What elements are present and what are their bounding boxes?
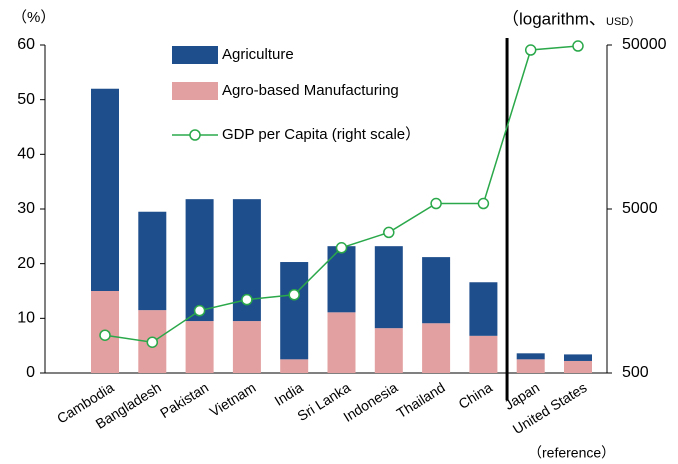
bar-segment bbox=[185, 199, 214, 322]
gdp-marker bbox=[383, 226, 395, 239]
x-tick-label: Pakistan bbox=[157, 379, 211, 421]
bar-segment bbox=[374, 246, 403, 329]
gdp-marker bbox=[524, 44, 537, 56]
y-axis-label: （%） bbox=[12, 9, 55, 26]
y-tick-label: 60 bbox=[17, 36, 35, 53]
legend-swatch bbox=[172, 82, 218, 100]
gdp-marker bbox=[241, 293, 253, 306]
legend-label: GDP per Capita (right scale） bbox=[222, 126, 420, 143]
bar-segment bbox=[516, 359, 545, 373]
y-tick-label: 50 bbox=[17, 91, 35, 108]
bar-segment bbox=[280, 262, 309, 360]
x-tick-label: Vietnam bbox=[207, 379, 259, 420]
bar-segment bbox=[91, 88, 119, 291]
bar-segment bbox=[185, 321, 214, 373]
y-tick-label: 40 bbox=[17, 146, 35, 163]
gdp-marker bbox=[477, 197, 490, 210]
gdp-marker bbox=[288, 289, 300, 301]
bar-segment bbox=[469, 335, 498, 373]
x-tick-label: Thailand bbox=[394, 379, 448, 421]
y-tick-label: 20 bbox=[17, 255, 35, 272]
bar-segment bbox=[232, 321, 261, 373]
bar-segment bbox=[327, 246, 356, 313]
bar-segment bbox=[422, 323, 451, 373]
legend-label: Agriculture bbox=[222, 46, 294, 63]
x-tick-label: India bbox=[272, 379, 306, 409]
gdp-marker bbox=[193, 304, 206, 317]
y-tick-label: 0 bbox=[26, 364, 35, 381]
gdp-marker bbox=[430, 197, 442, 210]
y2-tick-label: 500 bbox=[622, 364, 649, 381]
bar-segment bbox=[327, 312, 356, 373]
bar-segment bbox=[469, 282, 498, 336]
bar-segment bbox=[374, 328, 403, 373]
y-tick-label: 10 bbox=[17, 310, 35, 327]
gdp-marker bbox=[146, 336, 159, 348]
gdp-marker bbox=[335, 242, 348, 254]
y2-axis-unit: USD） bbox=[606, 15, 640, 28]
legend-swatch bbox=[172, 46, 218, 64]
x-tick-label: China bbox=[455, 379, 495, 412]
legend-label: Agro-based Manufacturing bbox=[222, 82, 399, 99]
legend-marker bbox=[189, 129, 201, 141]
annotation: （reference） bbox=[528, 445, 615, 461]
bar-segment bbox=[280, 359, 309, 373]
bar-segment bbox=[516, 353, 545, 360]
y2-axis-label: （logarithm、 bbox=[502, 9, 606, 28]
y-tick-label: 30 bbox=[17, 200, 35, 217]
y2-tick-label: 50000 bbox=[622, 36, 667, 53]
gdp-marker bbox=[572, 40, 584, 52]
y2-tick-label: 5000 bbox=[622, 200, 658, 217]
bar-segment bbox=[564, 360, 592, 373]
x-tick-label: Indonesia bbox=[340, 379, 400, 425]
gdp-marker bbox=[99, 329, 111, 341]
bar-segment bbox=[422, 257, 451, 324]
bar-segment bbox=[564, 354, 592, 361]
bar-segment bbox=[138, 211, 167, 311]
